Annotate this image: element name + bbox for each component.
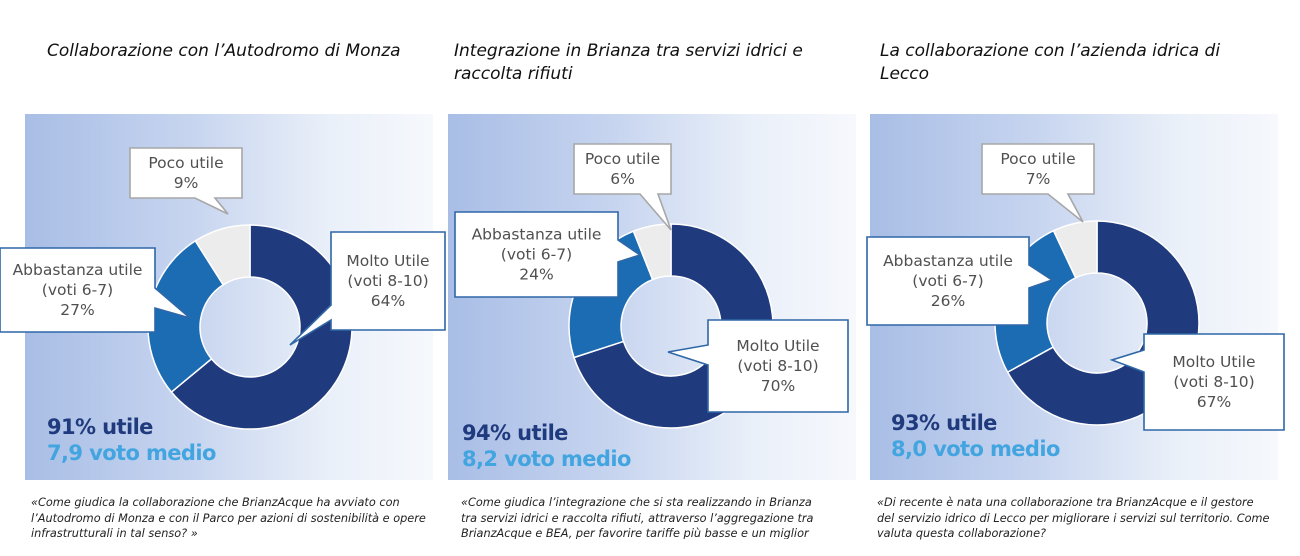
callout-box: [1109, 333, 1285, 431]
slice-value-label: 67%: [1197, 393, 1231, 411]
slice-label: Poco utile: [585, 150, 660, 168]
slice-label: (voti 8-10): [737, 357, 818, 375]
summary: 91% utile 7,9 voto medio: [47, 414, 216, 466]
callout-abbastanza: Abbastanza utile (voti 6-7) 26%: [866, 236, 1054, 326]
slice-label: Poco utile: [148, 154, 223, 172]
survey-question: «Di recente è nata una collaborazione tr…: [877, 496, 1270, 540]
summary-useful: 94% utile: [462, 421, 568, 445]
callout-box: [667, 319, 849, 413]
callout-molto: Molto Utile (voti 8-10) 64%: [289, 231, 446, 346]
callout-molto: Molto Utile (voti 8-10) 70%: [667, 319, 849, 413]
callout-abbastanza: Abbastanza utile (voti 6-7) 27%: [0, 247, 191, 333]
donut-slice-poco: [194, 224, 251, 286]
donut-slice-poco: [632, 223, 672, 281]
survey-question: «Come giudica l’integrazione che si sta …: [461, 496, 814, 539]
summary-useful: 91% utile: [47, 415, 153, 439]
callout-box: [866, 236, 1054, 326]
survey-question: «Come giudica la collaborazione che Bria…: [31, 496, 426, 540]
slice-value-label: 24%: [519, 266, 553, 284]
slice-label: Abbastanza utile: [883, 252, 1013, 270]
summary-useful: 93% utile: [891, 411, 997, 435]
slice-value-label: 27%: [60, 301, 94, 319]
slice-label: Molto Utile: [346, 252, 429, 270]
chart-title: Integrazione in Brianza tra servizi idri…: [454, 41, 803, 84]
callout-abbastanza: Abbastanza utile (voti 6-7) 24%: [454, 211, 642, 298]
summary-average: 8,0 voto medio: [891, 437, 1060, 461]
callout-box: [289, 231, 446, 346]
donut-chart-1: [147, 224, 353, 430]
chart-title: Collaborazione con l’Autodromo di Monza: [47, 41, 401, 61]
slice-value-label: 7%: [1026, 170, 1051, 188]
donut-slice-poco: [1052, 220, 1098, 279]
slice-label: Molto Utile: [1172, 353, 1255, 371]
callout-box: [0, 247, 191, 333]
callout-poco: Poco utile 6%: [573, 143, 672, 231]
callout-box: [981, 143, 1095, 223]
slice-label: (voti 8-10): [1173, 373, 1254, 391]
summary-average: 8,2 voto medio: [462, 447, 631, 471]
slice-label: Abbastanza utile: [472, 226, 602, 244]
slice-label: (voti 8-10): [347, 272, 428, 290]
slice-value-label: 64%: [371, 292, 405, 310]
slice-label: Abbastanza utile: [13, 261, 143, 279]
summary-average: 7,9 voto medio: [47, 441, 216, 465]
callout-box: [573, 143, 672, 231]
slice-label: (voti 6-7): [42, 281, 113, 299]
chart-title: La collaborazione con l’azienda idrica d…: [880, 41, 1221, 84]
callout-poco: Poco utile 9%: [129, 147, 243, 215]
slice-label: Molto Utile: [736, 337, 819, 355]
slice-label: (voti 6-7): [501, 246, 572, 264]
summary: 94% utile 8,2 voto medio: [462, 420, 631, 472]
slice-value-label: 6%: [610, 170, 635, 188]
slice-label: (voti 6-7): [912, 272, 983, 290]
summary: 93% utile 8,0 voto medio: [891, 410, 1060, 462]
slice-value-label: 26%: [931, 292, 965, 310]
callout-box: [129, 147, 243, 215]
callout-poco: Poco utile 7%: [981, 143, 1095, 223]
callout-box: [454, 211, 642, 298]
slice-label: Poco utile: [1000, 150, 1075, 168]
slice-value-label: 70%: [761, 377, 795, 395]
slice-value-label: 9%: [174, 174, 199, 192]
callout-molto: Molto Utile (voti 8-10) 67%: [1109, 333, 1285, 431]
